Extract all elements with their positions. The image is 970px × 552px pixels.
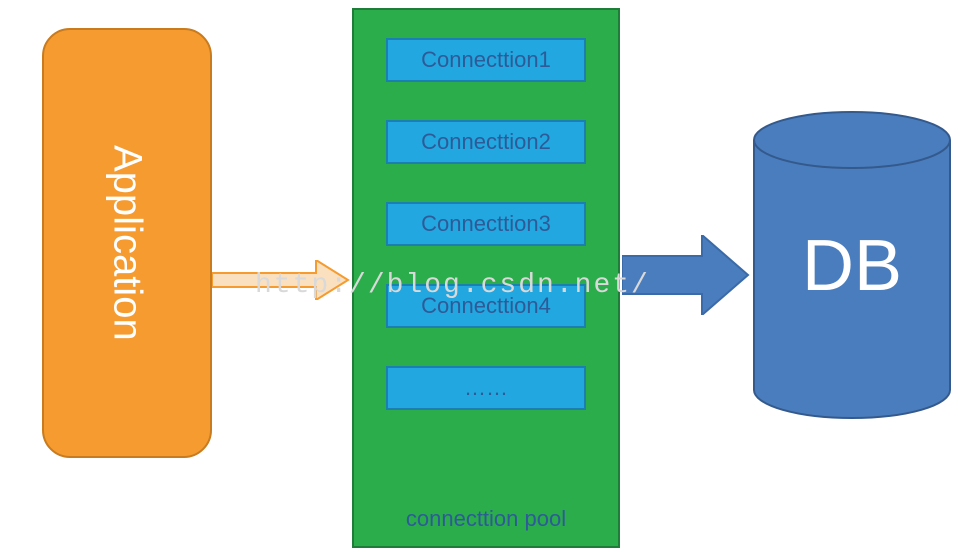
db-label: DB <box>752 225 952 307</box>
db-node: DB <box>752 110 952 420</box>
connection-item: Connecttion2 <box>386 120 586 164</box>
connection-pool-node: Connecttion1 Connecttion2 Connecttion3 Conn… <box>352 8 620 548</box>
connection-item: Connecttion3 <box>386 202 586 246</box>
connection-item: …… <box>386 366 586 410</box>
diagram-canvas: Application Connecttion1Connecttion2Conn… <box>0 0 970 552</box>
application-label: Application <box>105 145 150 341</box>
arrow-pool-to-db <box>622 235 750 315</box>
connection-pool-label: connecttion pool <box>406 506 566 532</box>
application-node: Application <box>42 28 212 458</box>
arrow-app-to-pool <box>212 260 350 300</box>
connection-item: Connecttion1 <box>386 38 586 82</box>
connection-item: Connecttion4 <box>386 284 586 328</box>
